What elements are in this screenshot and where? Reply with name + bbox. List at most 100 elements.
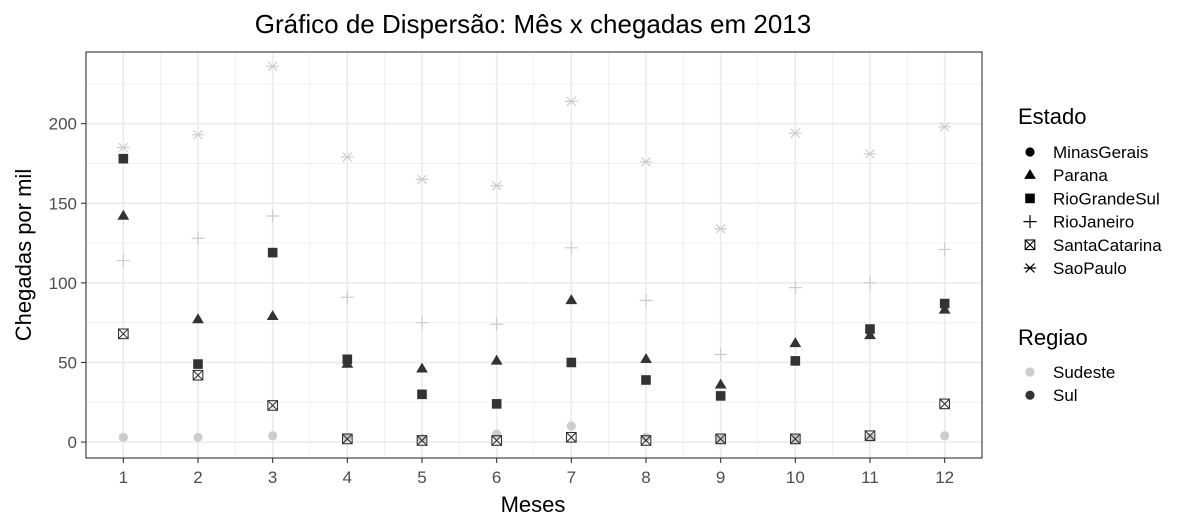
point-saopaulo (191, 129, 205, 140)
y-tick-label: 50 (58, 353, 77, 372)
point-riojaneiro (788, 281, 802, 295)
point-saopaulo (639, 156, 653, 167)
point-riograndesul (342, 354, 353, 365)
point-riojaneiro (639, 293, 653, 307)
legend-label-riograndesul: RioGrandeSul (1053, 189, 1160, 208)
legend-label-santacatarina: SantaCatarina (1053, 236, 1162, 255)
point-riojaneiro (564, 241, 578, 255)
x-axis-title: Meses (501, 492, 566, 517)
legend-regiao-title: Regiao (1018, 325, 1088, 350)
point-minasgerais (342, 432, 352, 442)
point-saopaulo (938, 121, 951, 132)
point-saopaulo (341, 152, 354, 162)
x-axis: 1 2 3 4 5 6 7 8 9 10 11 12 (119, 458, 954, 487)
point-saopaulo (714, 223, 727, 234)
point-riojaneiro (415, 316, 429, 330)
x-tick-label: 5 (417, 468, 426, 487)
point-riograndesul (417, 389, 427, 400)
plot-panel (85, 51, 983, 459)
chart-title: Gráfico de Dispersão: Mês x chegadas em … (255, 9, 811, 39)
point-parana (565, 294, 578, 305)
point-minasgerais (193, 432, 203, 442)
point-santacatarina (939, 398, 951, 410)
point-riograndesul (267, 247, 278, 258)
point-saopaulo (490, 180, 503, 191)
point-minasgerais (492, 429, 502, 439)
point-riograndesul (491, 399, 502, 409)
point-riojaneiro (714, 348, 728, 362)
x-tick-label: 1 (119, 468, 128, 487)
legend-key-santacatarina (1024, 239, 1036, 251)
y-tick-label: 0 (68, 433, 77, 452)
point-parana (192, 313, 204, 324)
x-tick-label: 12 (935, 468, 954, 487)
y-axis-title: Chegadas por mil (11, 169, 36, 341)
x-tick-label: 10 (786, 468, 805, 487)
point-parana (490, 354, 503, 365)
y-tick-label: 150 (49, 194, 77, 213)
legend-key-parana (1024, 169, 1036, 179)
point-riograndesul (193, 359, 203, 369)
legend-key-sul (1025, 390, 1035, 400)
point-saopaulo (415, 174, 429, 185)
point-minasgerais (940, 431, 950, 441)
legend-label-sul: Sul (1053, 386, 1078, 405)
point-parana (640, 353, 652, 364)
legend-key-sudeste (1025, 367, 1035, 377)
point-parana (714, 378, 727, 389)
point-santacatarina (565, 431, 577, 443)
x-tick-label: 3 (268, 468, 277, 487)
legend-label-saopaulo: SaoPaulo (1053, 259, 1127, 278)
point-parana (864, 329, 876, 340)
point-riojaneiro (116, 254, 130, 268)
legend-key-riograndesul (1025, 193, 1035, 204)
point-minasgerais (641, 432, 651, 442)
point-parana (416, 362, 428, 373)
y-tick-label: 200 (49, 115, 77, 134)
legend-estado: Estado MinasGerais Parana RioGrandeSul RioJ… (1018, 104, 1162, 278)
point-saopaulo (266, 61, 279, 72)
point-riojaneiro (863, 276, 877, 290)
point-riograndesul (566, 357, 577, 368)
point-minasgerais (865, 432, 875, 442)
point-riograndesul (865, 324, 875, 334)
point-riograndesul (790, 356, 801, 366)
point-parana (789, 337, 802, 348)
point-saopaulo (863, 149, 877, 159)
point-riojaneiro (266, 209, 280, 223)
point-santacatarina (715, 433, 727, 445)
point-santacatarina (267, 400, 279, 411)
point-santacatarina (640, 435, 652, 446)
point-santacatarina (864, 430, 876, 442)
legend-key-riojaneiro (1023, 215, 1037, 229)
legend-key-saopaulo (1023, 263, 1037, 273)
x-tick-label: 8 (641, 468, 650, 487)
point-minasgerais (118, 432, 128, 442)
point-santacatarina (117, 328, 129, 340)
point-riojaneiro (340, 290, 354, 304)
legend-regiao: Regiao Sudeste Sul (1018, 325, 1115, 405)
legend-key-minasgerais (1025, 147, 1035, 157)
x-tick-label: 2 (193, 468, 202, 487)
legend-estado-title: Estado (1018, 104, 1087, 129)
point-riograndesul (641, 375, 651, 385)
legend-label-riojaneiro: RioJaneiro (1053, 213, 1134, 232)
point-parana (266, 310, 279, 321)
legend-label-sudeste: Sudeste (1053, 363, 1115, 382)
legend-label-minasgerais: MinasGerais (1053, 143, 1148, 162)
x-tick-label: 9 (716, 468, 725, 487)
point-riojaneiro (490, 317, 504, 331)
point-santacatarina (192, 369, 204, 381)
point-riojaneiro (191, 231, 205, 245)
y-tick-label: 100 (49, 274, 77, 293)
point-santacatarina (416, 435, 428, 446)
y-axis: 0 50 100 150 200 (49, 115, 86, 452)
point-saopaulo (565, 96, 578, 107)
point-saopaulo (117, 142, 130, 153)
point-parana (938, 303, 951, 314)
grid-minor (86, 52, 982, 458)
x-tick-label: 7 (567, 468, 576, 487)
point-santacatarina (341, 433, 353, 445)
point-parana (117, 209, 130, 220)
